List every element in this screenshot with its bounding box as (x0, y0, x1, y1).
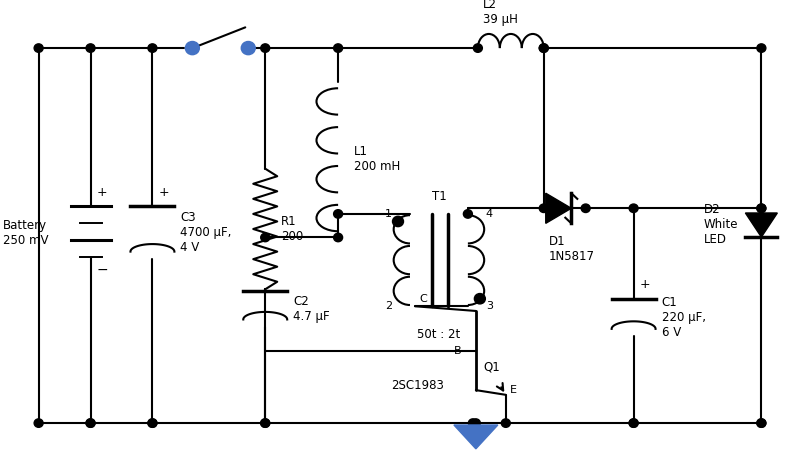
Circle shape (473, 44, 483, 53)
Circle shape (34, 44, 43, 53)
Circle shape (392, 216, 403, 226)
Text: −: − (97, 263, 108, 277)
Circle shape (629, 419, 638, 427)
Text: 50t : 2t: 50t : 2t (417, 328, 460, 341)
Text: +: + (158, 186, 169, 199)
Text: E: E (510, 385, 517, 395)
Circle shape (757, 204, 766, 212)
Text: Q1: Q1 (484, 360, 501, 373)
Circle shape (148, 419, 157, 427)
Circle shape (260, 419, 270, 427)
Circle shape (185, 42, 199, 55)
Circle shape (468, 419, 477, 427)
Polygon shape (745, 213, 777, 237)
Circle shape (581, 204, 590, 212)
Circle shape (86, 419, 95, 427)
Text: D2
White
LED: D2 White LED (703, 203, 738, 246)
Text: L1
200 mH: L1 200 mH (354, 145, 400, 173)
Circle shape (501, 419, 511, 427)
Circle shape (539, 44, 548, 53)
Text: 3: 3 (486, 301, 493, 311)
Text: C2
4.7 μF: C2 4.7 μF (293, 295, 330, 323)
Text: 2SC1983: 2SC1983 (391, 379, 444, 392)
Text: 2: 2 (385, 301, 392, 311)
Text: C3
4700 μF,
4 V: C3 4700 μF, 4 V (181, 211, 232, 254)
Circle shape (471, 419, 480, 427)
Circle shape (757, 204, 766, 212)
Circle shape (241, 42, 255, 55)
Circle shape (334, 233, 343, 242)
Circle shape (334, 210, 343, 218)
Circle shape (260, 233, 270, 242)
Text: B: B (455, 346, 462, 356)
Circle shape (629, 419, 638, 427)
Circle shape (757, 44, 766, 53)
Text: +: + (97, 186, 107, 199)
Circle shape (148, 44, 157, 53)
Text: +: + (639, 278, 650, 291)
Circle shape (539, 44, 548, 53)
Circle shape (260, 419, 270, 427)
Circle shape (629, 204, 638, 212)
Text: C: C (419, 294, 427, 304)
Text: D1
1N5817: D1 1N5817 (549, 235, 594, 263)
Circle shape (34, 419, 43, 427)
Text: R1
200: R1 200 (281, 215, 304, 243)
Circle shape (260, 44, 270, 53)
Text: L2
39 μH: L2 39 μH (483, 0, 518, 26)
Polygon shape (454, 425, 498, 449)
Text: T1: T1 (431, 190, 447, 203)
Polygon shape (546, 193, 571, 223)
Text: Battery
250 mV: Battery 250 mV (2, 219, 48, 247)
Circle shape (757, 419, 766, 427)
Text: 1: 1 (385, 209, 392, 219)
Circle shape (463, 210, 472, 218)
Circle shape (475, 294, 485, 304)
Circle shape (334, 44, 343, 53)
Text: 4: 4 (486, 209, 493, 219)
Circle shape (148, 419, 157, 427)
Circle shape (86, 44, 95, 53)
Circle shape (539, 204, 548, 212)
Text: C1
220 μF,
6 V: C1 220 μF, 6 V (662, 296, 706, 339)
Circle shape (757, 419, 766, 427)
Circle shape (86, 419, 95, 427)
